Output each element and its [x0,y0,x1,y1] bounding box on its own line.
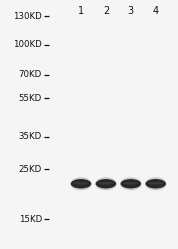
Text: 25KD: 25KD [19,165,42,174]
Text: 2: 2 [103,6,109,16]
Ellipse shape [145,179,166,188]
Text: 55KD: 55KD [19,94,42,103]
Text: 35KD: 35KD [19,132,42,141]
Ellipse shape [70,177,92,190]
Text: 3: 3 [128,6,134,16]
Text: 100KD: 100KD [13,40,42,49]
Ellipse shape [71,179,91,188]
Ellipse shape [96,179,116,188]
Text: 15KD: 15KD [19,215,42,224]
Text: 1: 1 [78,6,84,16]
Text: 130KD: 130KD [13,12,42,21]
Ellipse shape [120,177,142,190]
Ellipse shape [98,182,114,185]
Ellipse shape [123,182,138,185]
Ellipse shape [121,179,141,188]
Ellipse shape [145,177,166,190]
Ellipse shape [148,182,163,185]
Text: 70KD: 70KD [19,70,42,79]
Ellipse shape [95,177,117,190]
Ellipse shape [73,182,89,185]
Text: 4: 4 [153,6,159,16]
